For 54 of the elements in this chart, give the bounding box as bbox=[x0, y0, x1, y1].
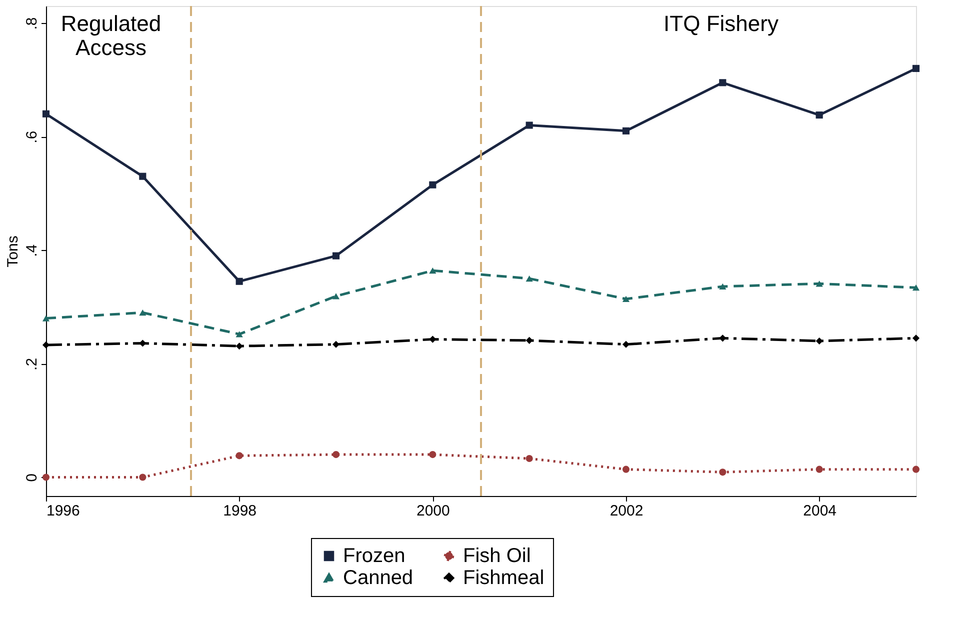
y-tick-label: .8 bbox=[24, 17, 40, 30]
point bbox=[719, 468, 726, 476]
point bbox=[622, 127, 630, 134]
point bbox=[429, 268, 436, 274]
y-tick-label: .6 bbox=[24, 130, 40, 144]
point bbox=[332, 451, 340, 458]
point bbox=[236, 452, 243, 460]
point bbox=[236, 342, 243, 350]
point bbox=[429, 336, 436, 343]
point bbox=[622, 340, 630, 348]
point bbox=[236, 278, 243, 285]
x-tick-label: 2000 bbox=[416, 502, 450, 520]
annotation: ITQ Fishery bbox=[664, 11, 778, 36]
annotation: Regulated Access bbox=[60, 11, 162, 60]
x-tick-label: 2002 bbox=[610, 502, 644, 520]
legend-label: Frozen bbox=[343, 545, 406, 567]
point bbox=[236, 331, 243, 338]
point bbox=[912, 64, 920, 72]
y-tick-label: .2 bbox=[24, 358, 40, 370]
point bbox=[912, 334, 920, 342]
point bbox=[429, 451, 436, 458]
point bbox=[912, 284, 920, 291]
point bbox=[526, 275, 533, 282]
point bbox=[816, 466, 823, 473]
point bbox=[816, 337, 823, 345]
legend-label: Fishmeal bbox=[463, 567, 544, 589]
legend-label: Fish Oil bbox=[463, 545, 531, 567]
point bbox=[526, 336, 533, 344]
x-tick-label: 1998 bbox=[223, 502, 257, 520]
point bbox=[139, 310, 146, 316]
point bbox=[42, 110, 50, 118]
x-tick-label: 1996 bbox=[46, 502, 80, 520]
point bbox=[526, 454, 533, 462]
point bbox=[719, 283, 726, 290]
y-tick-label: 0 bbox=[24, 474, 40, 482]
point bbox=[42, 474, 50, 481]
point bbox=[42, 315, 50, 322]
point bbox=[139, 474, 146, 481]
point bbox=[912, 466, 920, 473]
point bbox=[622, 296, 630, 302]
point bbox=[816, 111, 823, 119]
point bbox=[139, 172, 146, 180]
point bbox=[332, 293, 340, 300]
point bbox=[526, 122, 533, 129]
x-tick-label: 2004 bbox=[803, 502, 837, 520]
point bbox=[429, 181, 436, 188]
point bbox=[719, 79, 726, 86]
point bbox=[332, 252, 340, 260]
point bbox=[622, 466, 630, 473]
point bbox=[139, 340, 146, 347]
y-axis-title: Tons bbox=[4, 236, 22, 268]
y-tick-label: .4 bbox=[24, 244, 40, 257]
legend-label: Canned bbox=[343, 567, 414, 589]
point bbox=[816, 280, 823, 287]
